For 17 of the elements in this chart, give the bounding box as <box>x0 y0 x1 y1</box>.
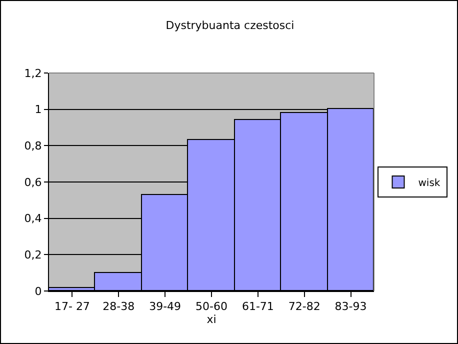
x-tick-label: 61-71 <box>242 300 274 314</box>
legend-label: wisk <box>418 178 440 189</box>
x-tick-label: 28-38 <box>102 300 135 314</box>
y-tick-label: 1 <box>34 103 42 116</box>
x-tick-label: 17- 27 <box>54 300 90 314</box>
y-tick-label: 0 <box>34 284 42 298</box>
y-tick-label: 0,8 <box>24 140 42 153</box>
x-tick-label: 72-82 <box>288 300 320 314</box>
x-tick-label: 39-49 <box>149 300 182 314</box>
x-axis-title: xi <box>206 313 216 326</box>
y-tick-label: 0,6 <box>24 176 42 189</box>
y-tick-label: 0,2 <box>24 248 42 262</box>
x-tick-label: 83-93 <box>334 300 367 314</box>
x-tick-label: 50-60 <box>196 300 228 314</box>
y-tick-label: 0,4 <box>24 212 42 226</box>
chart-title: Dystrybuanta czestosci <box>166 18 294 32</box>
y-tick-label: 1,2 <box>24 66 42 80</box>
